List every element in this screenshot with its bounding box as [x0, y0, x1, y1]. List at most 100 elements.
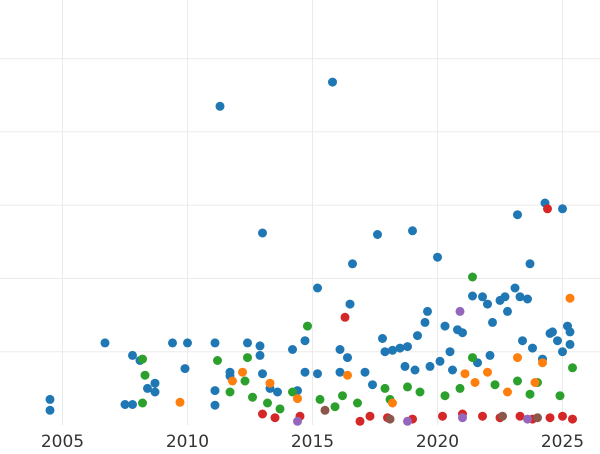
data-point-s1-18 [468, 272, 477, 282]
data-point-s2-10 [503, 387, 512, 397]
data-point-s0-69 [523, 294, 532, 304]
data-point-s0-65 [510, 283, 520, 293]
data-point-s0-35 [343, 353, 352, 363]
data-point-s1-24 [568, 363, 577, 373]
data-point-s0-37 [348, 259, 357, 269]
data-point-s0-54 [440, 321, 450, 331]
data-point-s5-0 [320, 405, 330, 415]
data-point-s1-25 [275, 404, 285, 414]
data-point-s0-36 [345, 299, 355, 309]
data-point-s3-13 [515, 411, 525, 421]
data-point-s4-2 [458, 413, 467, 423]
data-point-s0-2 [100, 338, 110, 348]
data-point-s0-32 [328, 77, 337, 87]
data-point-s2-12 [530, 378, 540, 387]
data-point-s1-10 [303, 321, 312, 331]
data-point-s1-11 [315, 394, 325, 404]
data-point-s1-0 [138, 354, 147, 364]
data-point-s1-12 [338, 391, 347, 401]
data-point-s4-1 [455, 306, 465, 316]
data-point-s0-9 [150, 387, 160, 397]
data-point-s0-86 [368, 380, 377, 390]
data-point-s1-21 [513, 376, 522, 386]
data-point-s0-1 [45, 405, 55, 415]
data-point-s3-1 [543, 204, 552, 214]
data-point-s0-41 [380, 347, 390, 357]
data-point-s3-17 [568, 414, 577, 424]
x-tick-label-3: 2020 [416, 432, 459, 450]
data-point-s1-9 [288, 387, 297, 397]
data-points [45, 77, 577, 426]
data-point-s2-6 [388, 398, 397, 408]
data-point-s2-2 [238, 367, 247, 377]
data-point-s0-49 [423, 306, 432, 316]
data-point-s1-29 [525, 389, 535, 399]
data-point-s0-66 [513, 210, 522, 220]
data-point-s0-4 [128, 400, 137, 409]
data-point-s0-10 [168, 338, 177, 348]
data-point-s0-40 [378, 334, 387, 343]
data-point-s5-2 [498, 411, 507, 421]
data-point-s5-3 [533, 413, 542, 423]
data-point-s0-46 [410, 365, 420, 375]
data-point-s0-16 [215, 101, 225, 111]
data-point-s0-11 [180, 364, 190, 374]
data-point-s0-61 [488, 317, 497, 327]
data-point-s0-29 [300, 367, 310, 377]
data-point-s2-3 [265, 378, 275, 388]
data-point-s0-80 [565, 339, 575, 349]
data-point-s0-50 [425, 361, 435, 371]
data-point-s0-8 [150, 378, 160, 388]
data-point-s3-2 [258, 409, 267, 419]
data-point-s0-67 [515, 292, 525, 302]
data-point-s3-15 [545, 413, 555, 423]
data-point-s3-16 [558, 411, 567, 421]
data-point-s0-34 [335, 367, 345, 377]
data-point-s0-28 [300, 336, 310, 346]
data-point-s1-19 [468, 353, 477, 363]
data-point-s2-7 [460, 369, 470, 379]
data-point-s4-0 [293, 416, 302, 426]
data-point-s3-11 [478, 411, 487, 421]
data-point-s0-55 [448, 365, 457, 375]
data-point-s0-38 [360, 367, 370, 377]
data-point-s0-79 [565, 327, 575, 337]
data-point-s0-44 [403, 342, 412, 352]
data-point-s1-16 [415, 387, 425, 397]
data-point-s0-57 [458, 328, 467, 338]
data-point-s0-21 [255, 350, 265, 360]
data-point-s0-42 [388, 345, 397, 355]
gridlines [0, 0, 600, 425]
x-tick-labels: 2005 2010 2015 2020 2025 [41, 432, 584, 452]
data-point-s1-15 [403, 382, 412, 392]
data-point-s1-26 [330, 402, 340, 412]
data-point-s0-48 [420, 317, 430, 327]
data-point-s0-39 [373, 230, 382, 239]
data-point-s1-2 [138, 398, 147, 408]
data-point-s0-52 [433, 252, 442, 262]
data-point-s1-7 [248, 392, 257, 402]
data-point-s2-4 [293, 394, 302, 404]
data-point-s0-59 [478, 292, 487, 302]
data-point-s0-25 [273, 387, 282, 397]
data-point-s1-28 [455, 383, 465, 393]
data-point-s0-23 [258, 369, 267, 379]
data-point-s0-70 [525, 259, 535, 269]
data-point-s1-20 [490, 380, 500, 390]
data-point-s0-0 [45, 394, 55, 404]
data-point-s2-13 [565, 293, 575, 303]
data-point-s2-1 [228, 376, 237, 386]
data-point-s0-47 [413, 331, 422, 341]
data-point-s0-71 [528, 343, 537, 353]
data-point-s0-33 [335, 345, 345, 354]
data-point-s2-11 [513, 353, 522, 363]
data-point-s0-15 [210, 400, 220, 410]
data-point-s0-85 [400, 361, 410, 371]
data-point-s0-58 [468, 291, 477, 301]
data-point-s0-19 [243, 338, 252, 348]
data-point-s4-4 [523, 414, 532, 424]
data-point-s1-23 [555, 391, 565, 401]
data-point-s0-75 [553, 336, 562, 346]
